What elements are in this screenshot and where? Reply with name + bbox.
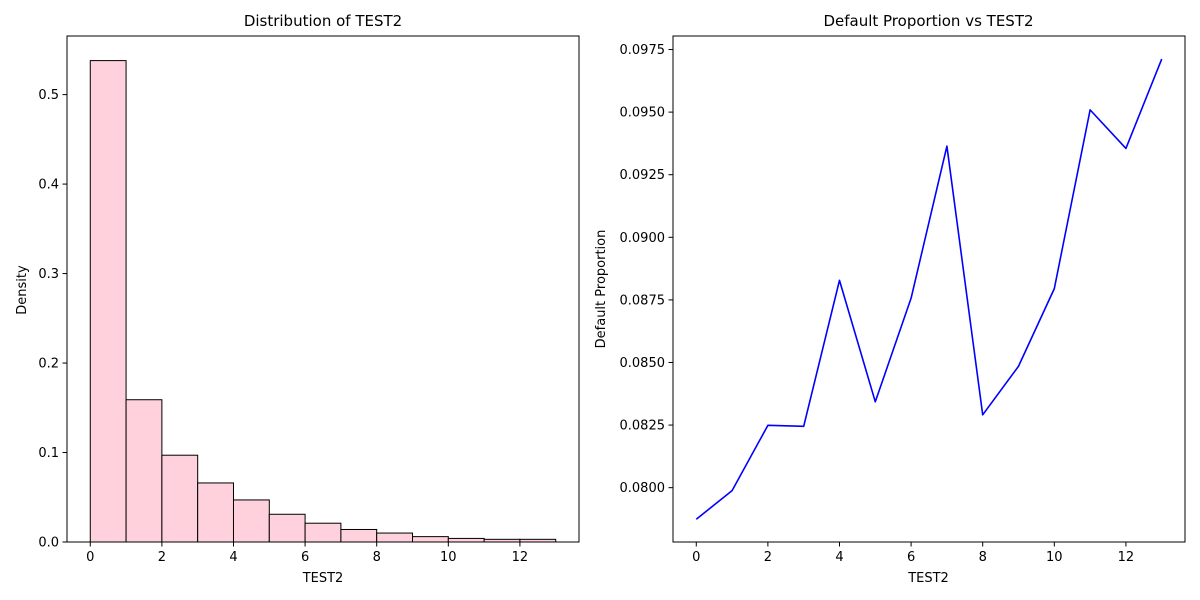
line-chart-plot-frame: [672, 35, 1186, 543]
histogram-plot-frame: [66, 35, 580, 543]
1-x-tick-label: 6: [907, 550, 915, 565]
line-panel: Default Proportion vs TEST2 TEST2 Defaul…: [594, 12, 1186, 586]
histogram-bars: [89, 60, 557, 543]
1-x-tick-label: 2: [764, 550, 772, 565]
1-y-tick-label: 0.0900: [620, 231, 666, 246]
0-y-tick-label: 0.0: [38, 536, 59, 551]
0-x-tick-label: 12: [512, 550, 529, 565]
0-x-tick-label: 8: [373, 550, 381, 565]
histogram-bar: [232, 499, 270, 543]
0-y-tick-label: 0.2: [38, 357, 59, 372]
1-y-tick-label: 0.0875: [620, 293, 666, 308]
0-y-tick-label: 0.1: [38, 446, 59, 461]
histogram-bar: [376, 532, 414, 543]
0-y-tick-label: 0.5: [38, 88, 59, 103]
default-proportion-line: [695, 58, 1163, 520]
histogram-ticks: 0 2 4 6 8 10 12 0.0 0.1 0.2 0.3 0.4 0.5: [38, 88, 528, 565]
1-y-tick-label: 0.0925: [620, 168, 666, 183]
histogram-bar: [304, 522, 342, 543]
line-chart-ticks: 0 2 4 6 8 10 12 0.0800 0.0825 0.0850 0.0875 0.0900 0…: [620, 43, 1135, 565]
1-y-tick-label: 0.0800: [620, 481, 666, 496]
histogram-bar: [89, 60, 127, 543]
histogram-y-axis-label: Density: [15, 265, 30, 315]
1-y-tick-label: 0.0850: [620, 356, 666, 371]
histogram-bar: [197, 482, 234, 543]
0-x-tick-label: 0: [86, 550, 94, 565]
0-x-tick-label: 10: [440, 550, 457, 565]
1-x-tick-label: 4: [835, 550, 843, 565]
1-x-tick-label: 8: [979, 550, 987, 565]
histogram-bar: [340, 528, 378, 543]
line-chart-y-axis-label: Default Proportion: [594, 230, 609, 349]
0-x-tick-label: 4: [229, 550, 237, 565]
1-y-tick-label: 0.0825: [620, 419, 666, 434]
histogram-x-axis-label: TEST2: [302, 571, 344, 586]
histogram-panel: Distribution of TEST2 TEST2 Density 0 2 4 6…: [15, 12, 580, 586]
1-x-tick-label: 12: [1118, 550, 1135, 565]
1-y-tick-label: 0.0950: [620, 106, 666, 121]
0-y-tick-label: 0.3: [38, 267, 59, 282]
1-x-tick-label: 0: [692, 550, 700, 565]
histogram-bar: [412, 536, 449, 543]
line-chart-title: Default Proportion vs TEST2: [823, 12, 1033, 30]
0-x-tick-label: 2: [158, 550, 166, 565]
1-x-tick-label: 10: [1046, 550, 1063, 565]
0-x-tick-label: 6: [301, 550, 309, 565]
0-y-tick-label: 0.4: [38, 178, 59, 193]
histogram-bar: [125, 399, 163, 543]
line-chart-x-axis-label: TEST2: [907, 571, 949, 586]
1-y-tick-label: 0.0975: [620, 43, 666, 58]
histogram-bar: [161, 454, 199, 543]
histogram-title: Distribution of TEST2: [244, 12, 402, 30]
histogram-bar: [447, 537, 485, 543]
histogram-bar: [268, 513, 306, 543]
line-series-group: [695, 58, 1163, 520]
